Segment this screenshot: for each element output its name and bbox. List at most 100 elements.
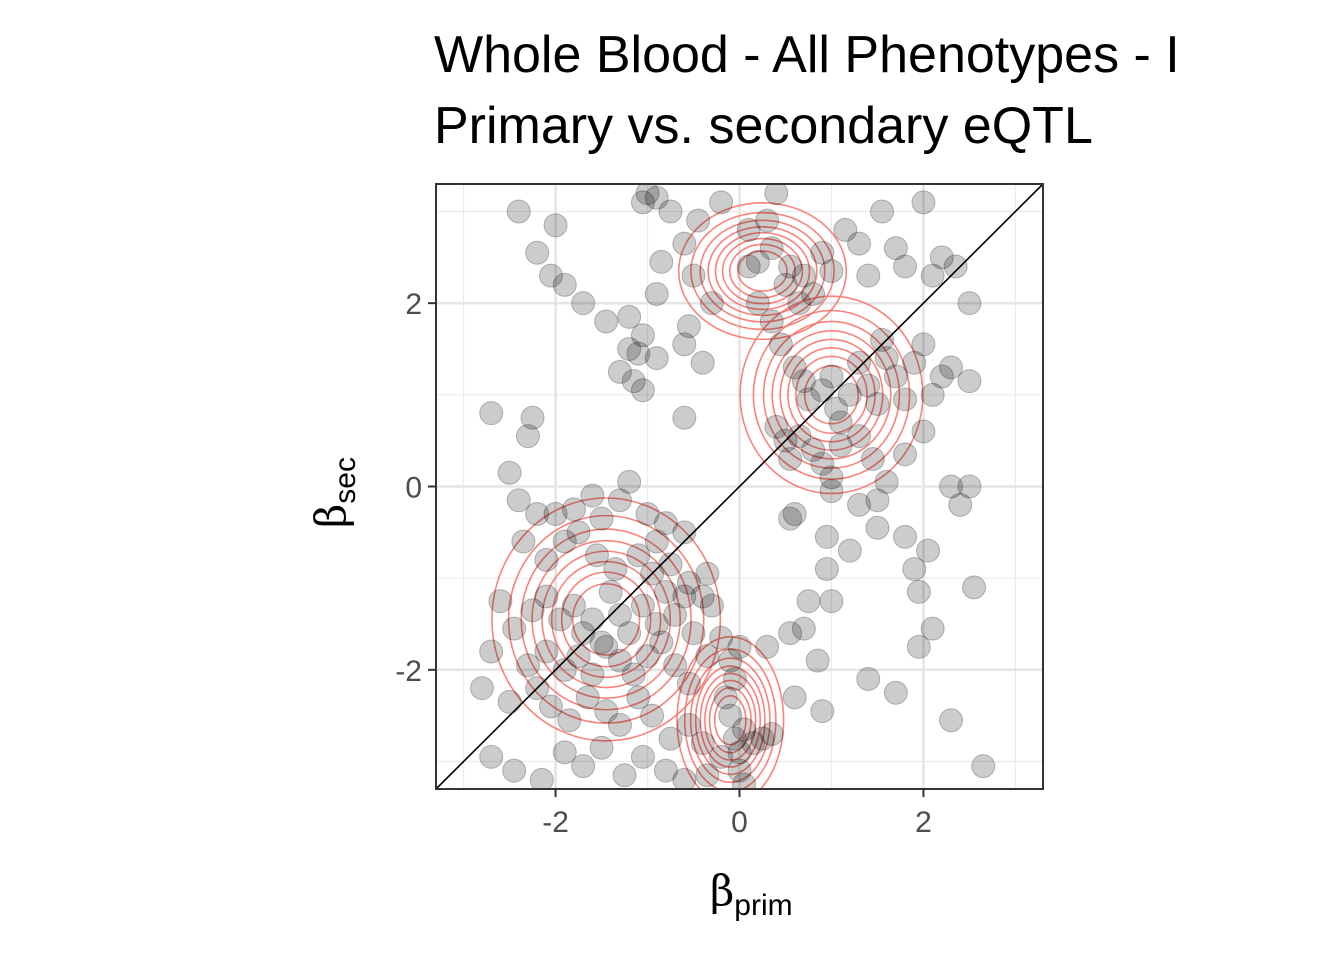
scatter-point — [502, 616, 527, 641]
scatter-point — [469, 676, 494, 701]
scatter-point — [630, 190, 655, 215]
density-contour — [713, 695, 747, 746]
scatter-point — [810, 378, 835, 403]
scatter-point — [681, 263, 706, 288]
density-contour — [779, 338, 884, 452]
scatter-point — [948, 492, 973, 517]
scatter-point — [750, 726, 775, 751]
scatter-point — [699, 291, 724, 316]
scatter-point — [902, 350, 927, 375]
scatter-point — [920, 616, 945, 641]
scatter-point — [589, 506, 614, 531]
scatter-point — [653, 758, 678, 783]
scatter-point — [787, 424, 812, 449]
density-contour — [676, 636, 785, 789]
density-contour — [699, 672, 762, 768]
scatter-point — [543, 213, 568, 238]
density-contour — [704, 679, 757, 761]
scatter-point — [819, 479, 844, 504]
scatter-point — [727, 740, 752, 765]
scatter-point — [635, 184, 660, 206]
scatter-point — [929, 364, 954, 389]
scatter-point — [635, 502, 660, 526]
x-axis-title-symbol: β — [710, 866, 734, 915]
scatter-point — [681, 621, 706, 646]
scatter-point — [745, 249, 770, 274]
scatter-point — [893, 442, 918, 467]
scatter-point — [957, 291, 982, 316]
scatter-point — [644, 346, 669, 371]
density-contour — [690, 211, 835, 331]
density-contour — [571, 583, 641, 656]
scatter-point — [709, 744, 734, 769]
scatter-point — [534, 584, 559, 609]
scatter-point — [722, 726, 747, 751]
scatter-point — [893, 387, 918, 412]
scatter-point — [759, 722, 784, 746]
scatter-point — [727, 634, 752, 659]
scatter-point — [819, 364, 844, 389]
scatter-point — [741, 731, 766, 756]
scatter-point — [672, 231, 697, 256]
scatter-point — [663, 602, 688, 627]
scatter-point — [525, 240, 550, 265]
scatter-point — [939, 355, 964, 380]
scatter-point — [644, 529, 669, 554]
scatter-point — [520, 598, 545, 623]
scatter-point — [778, 254, 803, 279]
scatter-point — [534, 639, 559, 664]
scatter-point — [658, 552, 683, 577]
scatter-point — [847, 350, 872, 375]
scatter-point — [819, 465, 844, 490]
scatter-point — [580, 607, 605, 632]
scatter-point — [630, 744, 655, 769]
scatter-point — [916, 538, 941, 563]
scatter-point — [971, 754, 996, 779]
density-contour — [714, 231, 811, 311]
scatter-point — [607, 488, 632, 513]
scatter-point — [906, 579, 931, 604]
density-contour — [491, 497, 722, 742]
scatter-point — [814, 557, 839, 581]
scatter-point — [506, 199, 531, 224]
scatter-point — [824, 396, 849, 421]
scatter-point — [713, 685, 738, 710]
y-axis-title-subscript: sec — [329, 457, 362, 504]
scatter-point — [663, 653, 688, 678]
density-contour — [507, 514, 705, 725]
scatter-point — [672, 767, 697, 789]
x-tick-label: -2 — [542, 806, 569, 839]
scatter-point — [920, 263, 945, 288]
density-contour — [721, 237, 804, 305]
scatter-point — [649, 249, 674, 274]
scatter-point — [773, 272, 798, 297]
scatter-point — [732, 772, 757, 789]
scatter-point — [571, 621, 596, 646]
y-axis-title-symbol: β — [306, 504, 355, 528]
identity-reference-line — [435, 183, 1044, 790]
scatter-point — [594, 699, 619, 724]
scatter-point — [497, 460, 522, 485]
density-contour — [787, 347, 876, 443]
scatter-point — [810, 699, 835, 724]
scatter-point — [552, 657, 577, 682]
density-contour — [689, 657, 771, 784]
scatter-point — [566, 520, 591, 545]
scatter-point — [768, 332, 793, 357]
density-contour — [520, 528, 692, 711]
scatter-point — [883, 680, 908, 705]
scatter-point — [870, 327, 895, 352]
density-contour — [729, 243, 796, 299]
scatter-point — [676, 314, 701, 339]
scatter-point — [778, 447, 803, 471]
scatter-point — [791, 263, 816, 288]
scatter-point — [552, 529, 577, 554]
scatter-point — [911, 419, 936, 444]
scatter-point — [626, 543, 651, 568]
scatter-point — [847, 424, 872, 449]
scatter-point — [695, 763, 720, 788]
scatter-point — [520, 405, 545, 430]
scatter-point — [860, 447, 885, 471]
y-tick-label: -2 — [395, 655, 422, 688]
scatter-point — [837, 382, 862, 407]
